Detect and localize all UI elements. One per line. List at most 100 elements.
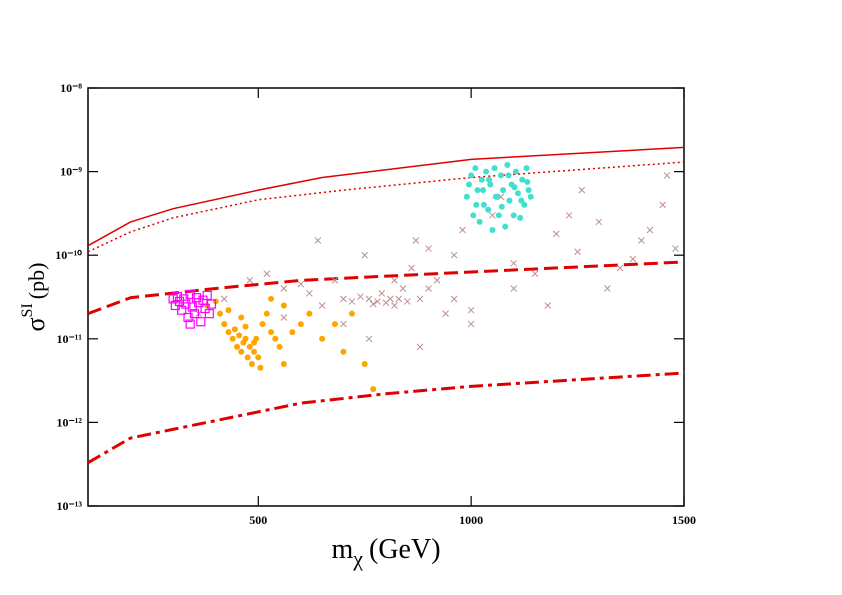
point bbox=[365, 295, 373, 303]
point bbox=[268, 295, 275, 302]
point bbox=[487, 181, 494, 188]
point bbox=[357, 293, 364, 300]
point bbox=[221, 321, 228, 328]
point bbox=[225, 307, 232, 314]
point bbox=[297, 280, 305, 288]
point bbox=[604, 285, 611, 292]
y-tick-label: 10⁻⁸ bbox=[60, 81, 82, 95]
point bbox=[489, 211, 496, 219]
y-tick-label: 10⁻⁹ bbox=[60, 165, 82, 179]
point bbox=[514, 190, 521, 197]
point bbox=[504, 161, 511, 168]
point bbox=[502, 223, 509, 230]
point bbox=[412, 237, 420, 244]
point bbox=[378, 289, 386, 297]
point bbox=[565, 211, 573, 219]
point bbox=[361, 251, 369, 259]
point bbox=[331, 277, 339, 284]
point bbox=[403, 298, 411, 305]
y-label-unit: (pb) bbox=[24, 263, 49, 300]
point bbox=[263, 270, 271, 278]
point bbox=[466, 181, 473, 188]
point bbox=[552, 230, 560, 238]
point bbox=[289, 329, 296, 336]
point bbox=[425, 285, 432, 292]
point bbox=[185, 289, 195, 299]
point bbox=[251, 339, 258, 346]
x-tick-label: 500 bbox=[249, 513, 267, 527]
point bbox=[259, 321, 266, 328]
point bbox=[474, 187, 481, 194]
x-label-sub: χ bbox=[352, 546, 363, 571]
point bbox=[480, 187, 487, 194]
point bbox=[220, 295, 228, 303]
point bbox=[238, 348, 245, 355]
point bbox=[408, 264, 415, 272]
point bbox=[202, 290, 212, 301]
x-label-main: m bbox=[331, 534, 353, 565]
point bbox=[263, 310, 270, 317]
point bbox=[231, 326, 238, 333]
point bbox=[225, 329, 232, 336]
point bbox=[236, 332, 243, 339]
point bbox=[306, 289, 313, 297]
point bbox=[500, 187, 507, 194]
point bbox=[206, 299, 217, 309]
point bbox=[629, 255, 637, 263]
point bbox=[463, 193, 470, 200]
y-label-sup: SI bbox=[19, 303, 36, 317]
point bbox=[495, 212, 502, 219]
point bbox=[242, 323, 249, 330]
y-label-main: σ bbox=[21, 317, 50, 331]
point bbox=[374, 298, 381, 305]
point bbox=[204, 309, 214, 319]
point bbox=[314, 237, 322, 244]
point bbox=[442, 310, 449, 317]
point bbox=[506, 197, 513, 204]
point bbox=[340, 295, 347, 303]
point bbox=[518, 197, 525, 204]
point bbox=[248, 360, 255, 367]
point bbox=[319, 335, 326, 342]
point bbox=[510, 285, 518, 292]
point bbox=[370, 386, 377, 393]
point bbox=[450, 251, 458, 259]
point bbox=[663, 172, 671, 179]
point bbox=[340, 320, 347, 328]
point bbox=[450, 295, 458, 303]
point bbox=[467, 306, 475, 314]
point bbox=[486, 176, 493, 183]
point bbox=[521, 201, 528, 208]
point bbox=[574, 248, 581, 256]
point bbox=[519, 176, 526, 183]
point bbox=[272, 335, 279, 342]
point bbox=[268, 329, 275, 336]
point bbox=[255, 354, 262, 361]
point bbox=[511, 184, 518, 191]
point bbox=[244, 354, 251, 361]
y-tick-label: 10⁻¹² bbox=[56, 415, 82, 429]
point bbox=[470, 212, 477, 219]
point bbox=[525, 187, 532, 194]
point bbox=[595, 218, 603, 226]
point bbox=[480, 201, 487, 208]
point bbox=[399, 285, 407, 292]
point bbox=[318, 302, 326, 309]
point bbox=[483, 168, 490, 175]
point bbox=[238, 314, 245, 321]
point bbox=[181, 299, 191, 309]
point bbox=[306, 310, 313, 317]
point bbox=[391, 302, 398, 309]
point bbox=[369, 300, 377, 308]
point bbox=[459, 226, 466, 234]
point bbox=[531, 270, 539, 278]
point bbox=[425, 245, 432, 252]
point bbox=[280, 360, 287, 367]
point bbox=[497, 193, 505, 201]
point bbox=[280, 302, 287, 309]
point bbox=[340, 348, 347, 355]
point bbox=[505, 172, 512, 179]
point bbox=[468, 172, 475, 179]
curve bbox=[87, 146, 685, 247]
